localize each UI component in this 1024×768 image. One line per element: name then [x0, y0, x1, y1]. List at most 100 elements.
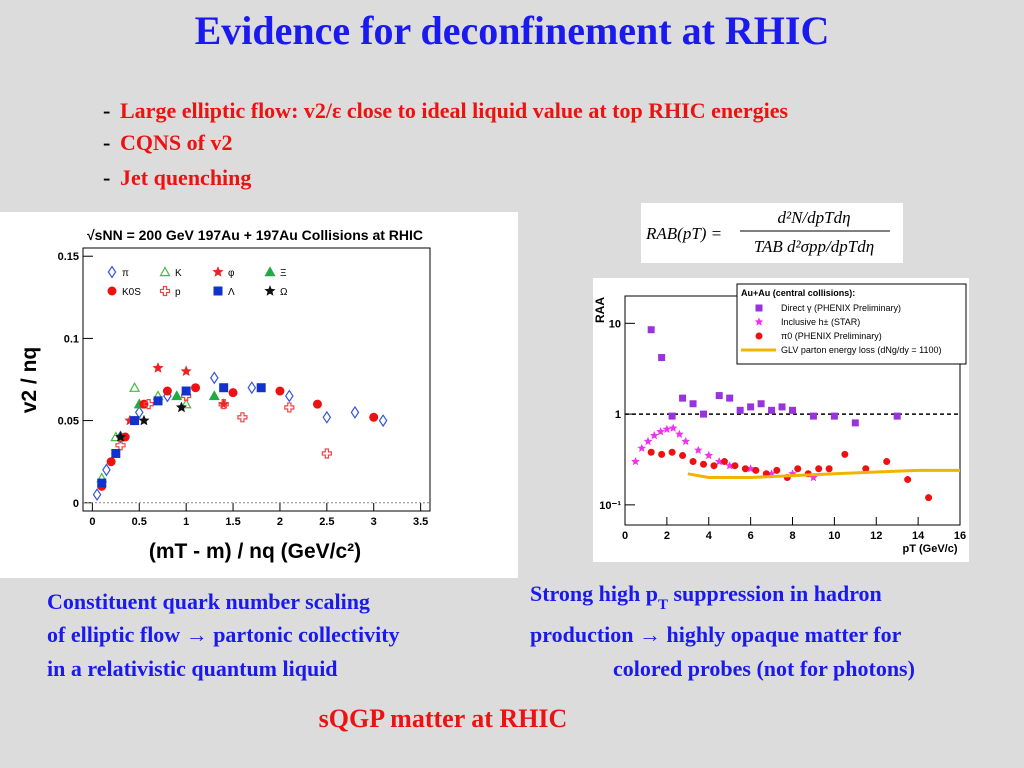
legend-label: π [122, 268, 129, 279]
point [175, 401, 187, 413]
x-tick-label: 1.5 [225, 516, 240, 528]
caption-segment: colored probes (not for photons) [613, 656, 915, 681]
point [237, 412, 248, 423]
point [681, 436, 690, 446]
x-tick-label: 6 [748, 530, 754, 542]
formula-box [641, 203, 903, 263]
point [631, 457, 640, 466]
point [668, 423, 678, 432]
caption-line: production → highly opaque matter for [530, 622, 902, 647]
legend-title: Au+Au (central collisions): [741, 288, 855, 298]
point [106, 457, 116, 467]
point [757, 400, 765, 408]
point [264, 285, 276, 296]
point [731, 462, 739, 470]
point [658, 450, 666, 458]
point [815, 465, 823, 473]
point [710, 462, 718, 470]
point [694, 445, 703, 454]
point [904, 476, 912, 484]
y-tick-label: 0.05 [58, 416, 79, 428]
point [715, 392, 723, 400]
point [700, 460, 708, 468]
point [212, 266, 224, 277]
caption-line: in a relativistic quantum liquid [47, 656, 338, 681]
point [312, 399, 322, 409]
x-tick-label: 0 [89, 516, 95, 528]
point [851, 419, 859, 427]
point [679, 394, 687, 402]
point [656, 427, 665, 436]
caption-segment: T [658, 597, 668, 613]
point [102, 463, 111, 477]
point [107, 286, 117, 296]
point [809, 412, 817, 420]
x-tick-label: 4 [706, 530, 713, 542]
point [208, 390, 220, 401]
point [794, 465, 802, 473]
point [115, 440, 126, 451]
y-tick-label: 1 [615, 409, 621, 421]
caption-line: Constituent quark number scaling [47, 589, 370, 614]
plot-frame [82, 247, 431, 512]
legend-label: Ξ [280, 268, 287, 279]
x-tick-label: 3 [371, 516, 377, 528]
point [153, 396, 163, 406]
point [809, 473, 818, 482]
point [219, 383, 229, 393]
point [134, 405, 144, 419]
legend-label: GLV parton energy loss (dNg/dy = 1100) [781, 345, 942, 355]
x-tick-label: 2.5 [319, 516, 334, 528]
legend-label: p [175, 287, 181, 298]
caption-segment: production → highly opaque matter for [530, 622, 902, 647]
bullet-dash: - [103, 130, 110, 155]
caption-segment: suppression in hadron [668, 581, 882, 606]
bullets: - Large elliptic flow: v2/ε close to ide… [103, 98, 789, 190]
point [228, 388, 238, 398]
bullet-dash: - [103, 165, 110, 190]
point [213, 286, 223, 296]
point [768, 406, 776, 414]
point [647, 448, 655, 456]
formula-denominator: TAB d²σpp/dpTdη [754, 237, 874, 256]
y-tick-label: 10⁻¹ [599, 500, 621, 512]
charts: 0 0.5 1 1.5 2 2.5 3 3.5 0 0.05 0.1 0.15 √sNN = 200 G… [18, 227, 967, 563]
legend-label: Λ [228, 287, 235, 298]
formula-numerator: d²N/dpTdη [777, 208, 850, 227]
point [747, 403, 755, 411]
point [369, 412, 379, 422]
legend-label: Direct γ (PHENIX Preliminary) [781, 303, 901, 313]
point [171, 390, 183, 401]
point [97, 478, 107, 488]
point [138, 414, 150, 426]
x-tick-label: 16 [954, 530, 966, 542]
point [256, 383, 266, 393]
x-tick-label: 12 [870, 530, 882, 542]
y-axis-label: v2 / nq [18, 347, 41, 414]
point [675, 429, 684, 438]
point [668, 448, 676, 456]
point [180, 398, 192, 409]
point [114, 431, 127, 442]
x-tick-label: 0 [622, 530, 628, 542]
point [129, 381, 141, 392]
point [92, 488, 102, 502]
point [285, 389, 294, 403]
y-tick-label: 0.15 [58, 251, 79, 263]
formula: RAB(pT) = d²N/dpTdη TAB d²σpp/dpTdη [645, 208, 890, 256]
y-axis-label: RAA [593, 297, 607, 323]
formula-lhs: RAB(pT) = [645, 224, 722, 243]
point [284, 402, 295, 413]
point [350, 405, 360, 419]
caption-line: of elliptic flow → partonic collectivity [47, 622, 400, 647]
point [181, 386, 191, 396]
point [264, 266, 276, 277]
x-tick-label: 10 [828, 530, 840, 542]
point [650, 431, 659, 440]
chart: 0 0.5 1 1.5 2 2.5 3 3.5 0 0.05 0.1 0.15 √sNN = 200 G… [18, 227, 431, 563]
legend-label: φ [228, 268, 235, 279]
chart: 0 2 4 6 8 10 12 14 16 10⁻¹ 1 10 pT (GeV/c) RAA Au+Au (… [593, 283, 967, 555]
point [893, 412, 901, 420]
y-tick-label: 10 [609, 318, 621, 330]
